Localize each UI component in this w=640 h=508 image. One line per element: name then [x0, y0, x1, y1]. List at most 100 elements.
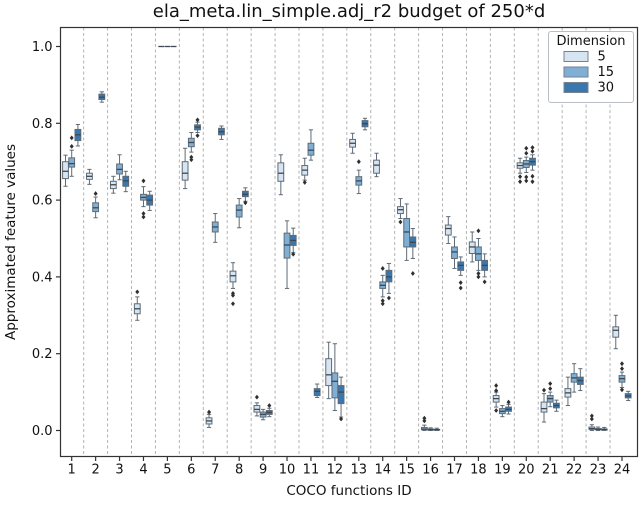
- x-tick-label: 16: [422, 463, 439, 478]
- x-tick-label: 19: [494, 463, 511, 478]
- outlier-marker: [356, 159, 361, 165]
- box-f4-dim15: [140, 178, 147, 220]
- iqr-box: [385, 269, 393, 283]
- outlier-marker: [458, 280, 463, 286]
- outlier-marker: [380, 266, 385, 271]
- gridlines-layer: [83, 27, 611, 457]
- outlier-marker: [476, 274, 481, 280]
- x-tick-label: 9: [259, 463, 267, 478]
- box-f8-dim30: [241, 187, 249, 206]
- box-f2-dim5: [86, 168, 93, 185]
- y-tick-label: 0.4: [32, 270, 53, 285]
- x-tick-label: 4: [139, 463, 147, 478]
- iqr-box: [612, 326, 620, 338]
- iqr-box: [307, 142, 315, 156]
- box-f14-dim5: [373, 152, 380, 178]
- box-f7-dim15: [211, 213, 219, 243]
- x-tick-label: 3: [115, 463, 123, 478]
- box-f14-dim15: [379, 266, 387, 307]
- outlier-marker: [494, 383, 499, 388]
- legend: Dimension 5 15 30: [548, 31, 634, 103]
- outlier-marker: [380, 301, 385, 307]
- outlier-marker: [93, 191, 98, 196]
- outlier-marker: [518, 174, 523, 180]
- outlier-marker: [189, 157, 194, 163]
- outlier-marker: [410, 271, 415, 276]
- outlier-marker: [230, 292, 235, 298]
- outlier-marker: [189, 154, 194, 160]
- x-tick-label: 2: [91, 463, 99, 478]
- x-tick-label: 11: [303, 463, 320, 478]
- box-f21-dim5: [540, 387, 548, 423]
- box-f4-dim5: [133, 289, 141, 321]
- box-f11-dim15: [307, 129, 315, 161]
- box-f15-dim30: [409, 228, 417, 276]
- iqr-box: [235, 204, 243, 218]
- legend-entry-label: 15: [598, 65, 615, 80]
- outlier-marker: [141, 214, 146, 220]
- x-tick-label: 18: [470, 463, 487, 478]
- x-tick-label: 10: [279, 463, 296, 478]
- box-f19-dim5: [492, 383, 500, 413]
- box-f12-dim5: [325, 341, 333, 400]
- outlier-marker: [254, 394, 259, 400]
- y-tick-label: 1.0: [32, 40, 53, 55]
- box-f21-dim30: [553, 399, 560, 412]
- outlier-marker: [476, 228, 481, 234]
- outlier-marker: [69, 143, 74, 149]
- outlier-marker: [476, 271, 481, 276]
- box-f6-dim5: [181, 147, 189, 190]
- box-f20-dim5: [516, 157, 524, 185]
- outlier-marker: [339, 416, 344, 422]
- outlier-marker: [230, 301, 235, 307]
- outlier-marker: [524, 178, 529, 184]
- box-f20-dim15: [522, 145, 530, 184]
- outlier-marker: [141, 211, 146, 216]
- box-f9-dim15: [259, 408, 267, 421]
- outlier-marker: [619, 361, 624, 367]
- outlier-marker: [141, 178, 146, 184]
- legend-title: Dimension: [556, 34, 625, 49]
- x-tick-label: 23: [590, 463, 607, 478]
- outlier-marker: [386, 295, 391, 301]
- box-f16-dim5: [420, 415, 428, 431]
- iqr-box: [403, 218, 411, 248]
- outlier-marker: [243, 200, 248, 206]
- outlier-marker: [506, 399, 511, 405]
- iqr-box: [325, 358, 333, 387]
- outlier-marker: [524, 150, 529, 156]
- iqr-box: [457, 261, 465, 271]
- outlier-marker: [195, 133, 200, 138]
- outlier-marker: [619, 366, 624, 372]
- outlier-marker: [380, 298, 385, 304]
- x-tick-label: 17: [446, 463, 463, 478]
- outlier-marker: [195, 117, 200, 123]
- outlier-marker: [589, 413, 594, 419]
- outlier-marker: [302, 180, 307, 185]
- box-f1-dim30: [74, 123, 82, 147]
- plot-frame: [59, 26, 639, 458]
- box-f4-dim30: [146, 190, 154, 211]
- box-f12-dim15: [331, 343, 339, 412]
- legend-entry-dim15: 15: [563, 65, 615, 80]
- box-f10-dim15: [283, 220, 291, 289]
- outlier-marker: [524, 174, 529, 180]
- box-f22-dim5: [564, 376, 572, 407]
- box-f2-dim30: [98, 91, 106, 103]
- x-tick-label: 15: [398, 463, 415, 478]
- box-f9-dim30: [265, 403, 273, 418]
- box-f13-dim15: [355, 159, 363, 195]
- outlier-marker: [422, 418, 427, 424]
- outlier-marker: [542, 387, 546, 393]
- iqr-box: [451, 246, 458, 259]
- outlier-marker: [494, 388, 499, 393]
- chart-title: ela_meta.lin_simple.adj_r2 budget of 250…: [153, 1, 546, 22]
- box-f14-dim30: [385, 262, 393, 301]
- box-f17-dim5: [444, 216, 452, 244]
- box-f10-dim5: [277, 154, 285, 196]
- box-f21-dim15: [546, 381, 554, 408]
- box-f6-dim30: [194, 117, 201, 138]
- iqr-box: [62, 161, 69, 180]
- box-f11-dim5: [301, 157, 309, 185]
- box-f7-dim30: [218, 125, 225, 140]
